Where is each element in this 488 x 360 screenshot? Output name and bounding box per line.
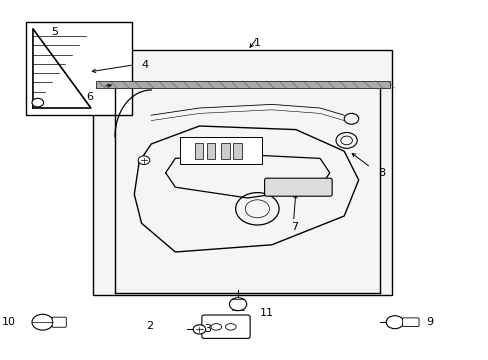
Circle shape	[386, 316, 403, 329]
Ellipse shape	[211, 324, 221, 330]
Text: 8: 8	[377, 168, 385, 178]
Text: 4: 4	[141, 60, 148, 70]
Text: 5: 5	[51, 27, 58, 37]
Bar	[194, 143, 203, 159]
Bar	[180, 137, 262, 164]
Text: 2: 2	[146, 321, 153, 331]
FancyBboxPatch shape	[52, 317, 66, 327]
Bar	[26, 22, 132, 115]
Text: 9: 9	[426, 317, 432, 327]
FancyBboxPatch shape	[202, 315, 249, 338]
Circle shape	[32, 314, 53, 330]
Bar	[93, 50, 392, 295]
Circle shape	[138, 156, 149, 165]
Text: 3: 3	[204, 324, 211, 334]
Circle shape	[229, 298, 246, 311]
Bar	[96, 81, 389, 88]
Text: 11: 11	[259, 308, 273, 318]
Ellipse shape	[225, 324, 236, 330]
Text: 1: 1	[253, 38, 260, 48]
Bar	[221, 143, 229, 159]
FancyBboxPatch shape	[264, 178, 331, 196]
Text: 10: 10	[2, 317, 16, 327]
Bar	[233, 143, 242, 159]
Text: 6: 6	[86, 92, 93, 102]
Circle shape	[32, 98, 43, 107]
Text: 7: 7	[290, 222, 298, 232]
Circle shape	[193, 325, 205, 334]
FancyBboxPatch shape	[402, 318, 418, 327]
Bar	[206, 143, 215, 159]
